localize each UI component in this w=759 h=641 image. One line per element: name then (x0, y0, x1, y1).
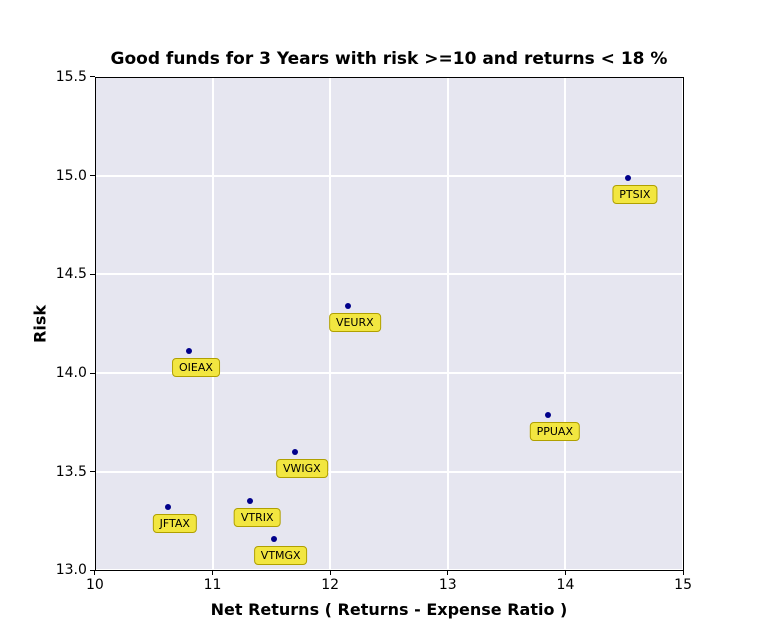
gridline-horizontal (95, 273, 683, 275)
y-tick-label: 15.0 (56, 168, 87, 184)
data-point (545, 412, 551, 418)
chart-title: Good funds for 3 Years with risk >=10 an… (111, 49, 668, 69)
y-tick-label: 15.5 (56, 69, 87, 85)
gridline-horizontal (95, 471, 683, 473)
gridline-horizontal (95, 175, 683, 177)
point-label: VWIGX (276, 459, 328, 478)
x-tick-label: 13 (439, 577, 457, 593)
spine-bottom (95, 570, 683, 571)
plot-area: JFTAXOIEAXVTRIXVTMGXVWIGXVEURXPPUAXPTSIX (95, 77, 683, 571)
point-label: PPUAX (530, 422, 580, 441)
spine-top (95, 77, 683, 78)
data-point (186, 348, 192, 354)
point-label: JFTAX (153, 514, 197, 533)
y-tick-label: 14.0 (56, 365, 87, 381)
data-point (271, 536, 277, 542)
gridline-vertical (212, 77, 214, 571)
point-label: VTMGX (254, 546, 308, 565)
gridline-vertical (329, 77, 331, 571)
data-point (345, 303, 351, 309)
gridline-horizontal (95, 372, 683, 374)
spine-right (683, 77, 684, 571)
spine-left (95, 77, 96, 571)
y-axis-label: Risk (30, 305, 49, 343)
point-label: PTSIX (612, 185, 657, 204)
gridline-vertical (447, 77, 449, 571)
gridline-vertical (564, 77, 566, 571)
x-tick-label: 11 (204, 577, 222, 593)
x-tick-label: 10 (86, 577, 104, 593)
point-label: VEURX (329, 313, 381, 332)
y-tick-label: 13.0 (56, 562, 87, 578)
data-point (292, 449, 298, 455)
x-tick-label: 15 (674, 577, 692, 593)
x-axis-label: Net Returns ( Returns - Expense Ratio ) (211, 600, 568, 619)
data-point (247, 498, 253, 504)
figure: JFTAXOIEAXVTRIXVTMGXVWIGXVEURXPPUAXPTSIX… (0, 0, 759, 641)
y-tick-label: 14.5 (56, 266, 87, 282)
point-label: VTRIX (234, 508, 281, 527)
x-tick-label: 12 (321, 577, 339, 593)
data-point (625, 175, 631, 181)
x-tick-label: 14 (557, 577, 575, 593)
y-tick-label: 13.5 (56, 464, 87, 480)
data-point (165, 504, 171, 510)
